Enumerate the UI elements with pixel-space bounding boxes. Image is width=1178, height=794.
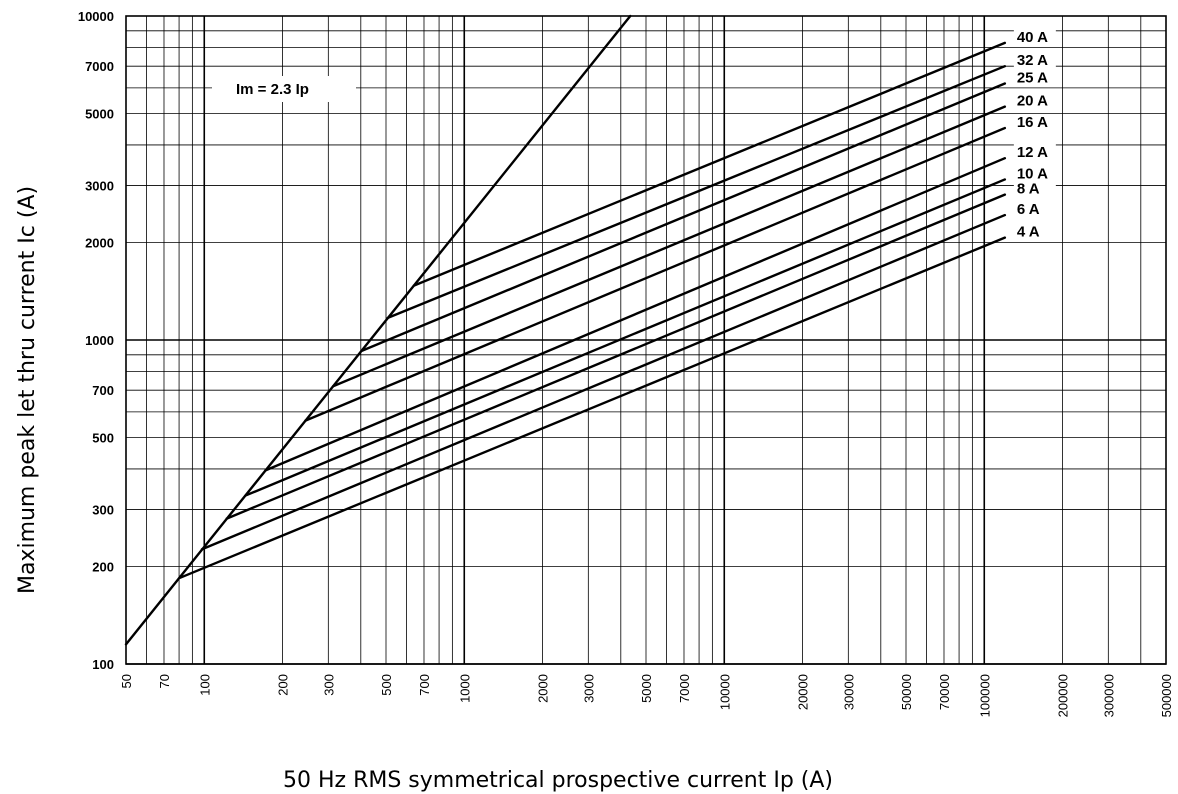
x-tick-labels: 50 70 100 200 300 500 700 1000 2000 3000 5000 7000 1… [119, 674, 1174, 717]
series-label-bg [1013, 165, 1056, 182]
y-tick-label: 100 [92, 657, 114, 672]
series-line-limit [124, 14, 632, 646]
y-tick-labels: 100 200 300 500 700 1000 2000 3000 5000 7000 10000 [78, 9, 114, 672]
series-line [244, 178, 1007, 497]
x-tick-label: 200 [276, 674, 291, 696]
series-label: 8 A [1017, 181, 1040, 198]
annotation-box: Im = 2.3 Ip [212, 76, 356, 102]
series-line [225, 193, 1007, 520]
plot-frame [125, 15, 1167, 665]
x-tick-label: 3000 [581, 674, 596, 703]
series-label-bg [1013, 52, 1056, 69]
x-tick-label: 500 [379, 674, 394, 696]
annotation-label: Im = 2.3 Ip [236, 81, 309, 98]
x-tick-label: 30000 [841, 674, 856, 710]
series-label: 12 A [1017, 144, 1048, 161]
x-tick-label: 100000 [977, 674, 992, 717]
x-tick-label: 10000 [717, 674, 732, 710]
series-line [200, 213, 1007, 551]
y-tick-label: 3000 [85, 178, 114, 193]
x-tick-label: 2000 [536, 674, 551, 703]
y-tick-label: 1000 [85, 333, 114, 348]
x-tick-label: 7000 [677, 674, 692, 703]
y-tick-label: 500 [92, 431, 114, 446]
series-line [360, 82, 1007, 353]
series-label: 6 A [1017, 201, 1040, 218]
y-tick-label: 7000 [85, 59, 114, 74]
series-label-bg [1013, 28, 1056, 45]
y-tick-label: 200 [92, 559, 114, 574]
x-tick-label: 50 [119, 674, 134, 688]
series-label-bg [1013, 92, 1056, 109]
series-line [304, 126, 1007, 422]
series-layer [124, 14, 1007, 646]
x-tick-label: 70000 [937, 674, 952, 710]
x-tick-label: 300000 [1101, 674, 1116, 717]
x-tick-label: 20000 [796, 674, 811, 710]
series-line [331, 105, 1007, 388]
series-label-bg [1013, 201, 1056, 218]
x-tick-label: 50000 [899, 674, 914, 710]
x-tick-label: 500000 [1159, 674, 1174, 717]
series-label-bg [1013, 180, 1056, 197]
series-label: 25 A [1017, 69, 1048, 86]
series-label-bg [1013, 223, 1056, 240]
x-tick-label: 5000 [639, 674, 654, 703]
y-axis-title: Maximum peak let thru current Ic (A) [15, 186, 40, 594]
y-tick-label: 300 [92, 502, 114, 517]
y-tick-label: 5000 [85, 107, 114, 122]
y-tick-label: 700 [92, 383, 114, 398]
series-label: 16 A [1017, 114, 1048, 131]
x-tick-label: 700 [417, 674, 432, 696]
x-tick-label: 200000 [1056, 674, 1071, 717]
series-label: 32 A [1017, 52, 1048, 69]
series-line [412, 41, 1007, 287]
series-line [386, 64, 1007, 320]
x-axis-title: 50 Hz RMS symmetrical prospective curren… [283, 768, 833, 793]
series-label-bg [1013, 144, 1056, 161]
series-label: 20 A [1017, 93, 1048, 110]
y-tick-label: 2000 [85, 235, 114, 250]
x-tick-label: 100 [197, 674, 212, 696]
series-label: 10 A [1017, 165, 1048, 182]
series-label: 4 A [1017, 224, 1040, 241]
x-tick-label: 1000 [457, 674, 472, 703]
series-line [264, 157, 1007, 472]
series-line [177, 236, 1007, 580]
series-label: 40 A [1017, 29, 1048, 46]
x-tick-label: 300 [321, 674, 336, 696]
y-tick-label: 10000 [78, 9, 114, 24]
series-label-bg [1013, 114, 1056, 131]
x-tick-label: 70 [157, 674, 172, 688]
series-labels: 4 A 6 A 8 A10 A 12 A 16 A 20 A 25 A32 A 40 A [1013, 28, 1056, 241]
series-label-bg [1013, 69, 1056, 86]
